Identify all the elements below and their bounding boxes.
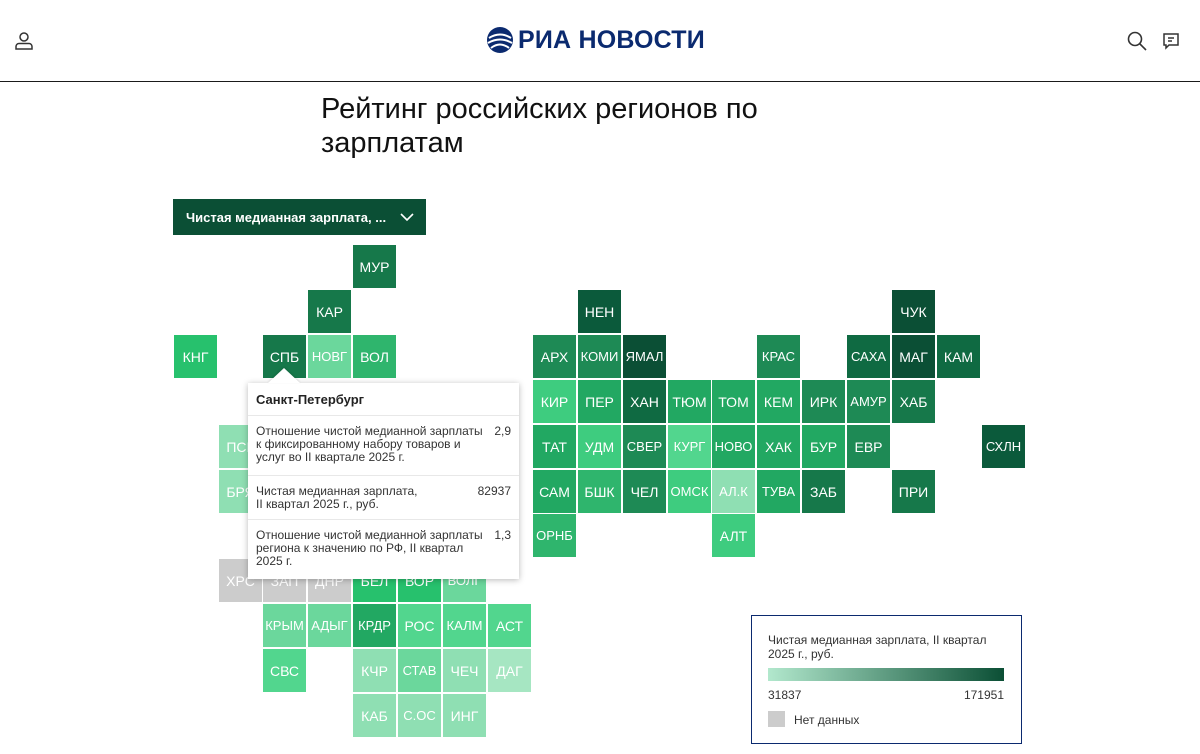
no-data-swatch — [768, 711, 785, 727]
region-tile[interactable]: КОМИ — [578, 335, 621, 378]
dropdown-label: Чистая медианная зарплата, ... — [186, 209, 387, 225]
region-tile[interactable]: БУР — [802, 425, 845, 468]
tooltip-row: Отношение чистой медианной зарплаты реги… — [248, 520, 519, 576]
region-tile[interactable]: АЛТ — [712, 514, 755, 557]
region-tile[interactable]: ЕВР — [847, 425, 890, 468]
tooltip-arrow — [268, 368, 300, 383]
search-icon[interactable] — [1125, 29, 1149, 53]
tooltip-row-value: 1,3 — [494, 528, 511, 542]
region-tile[interactable]: ТОМ — [712, 380, 755, 423]
region-tile[interactable]: ТАТ — [533, 425, 576, 468]
region-tile[interactable]: КУРГ — [668, 425, 711, 468]
legend-gradient-bar — [768, 668, 1004, 681]
region-tile[interactable]: КАР — [308, 290, 351, 333]
user-icon[interactable] — [12, 29, 36, 53]
legend-min: 31837 — [768, 688, 802, 702]
region-tile[interactable]: СВС — [263, 649, 306, 692]
region-tile[interactable]: СХЛН — [982, 425, 1025, 468]
tooltip-region-name: Санкт-Петербург — [248, 383, 519, 416]
region-tile[interactable]: КЕМ — [757, 380, 800, 423]
legend-title: Чистая медианная зарплата, II квартал 20… — [768, 633, 987, 661]
region-tile[interactable]: НОВГ — [308, 335, 351, 378]
page-title: Рейтинг российских регионов по зарплатам — [321, 93, 758, 159]
region-tile[interactable]: НЕН — [578, 290, 621, 333]
region-tile[interactable]: БШК — [578, 470, 621, 513]
tooltip-row-label: Отношение чистой медианной зарплаты к фи… — [256, 424, 483, 464]
region-tile[interactable]: ХАК — [757, 425, 800, 468]
tooltip-row-value: 2,9 — [494, 424, 511, 438]
region-tile[interactable]: ХРС — [219, 559, 262, 602]
region-tile[interactable]: АДЫГ — [308, 604, 351, 647]
tooltip-row-value: 82937 — [477, 484, 511, 498]
region-tile[interactable]: ИНГ — [443, 694, 486, 737]
region-tile[interactable]: КНГ — [174, 335, 217, 378]
region-tile[interactable]: САХА — [847, 335, 890, 378]
logo-text: РИА НОВОСТИ — [518, 25, 705, 54]
region-tile[interactable]: ТЮМ — [668, 380, 711, 423]
legend-max: 171951 — [963, 688, 1004, 702]
region-tile[interactable]: КРЫМ — [263, 604, 306, 647]
region-tile[interactable]: ОМСК — [668, 470, 711, 513]
chevron-down-icon — [400, 213, 414, 222]
region-tile[interactable]: АРХ — [533, 335, 576, 378]
region-tile[interactable]: ДАГ — [488, 649, 531, 692]
indicator-dropdown[interactable]: Чистая медианная зарплата, ... — [173, 199, 426, 235]
comment-icon[interactable] — [1159, 29, 1183, 53]
region-tile[interactable]: КЧР — [353, 649, 396, 692]
region-tile[interactable]: АСТ — [488, 604, 531, 647]
region-tile[interactable]: КАМ — [937, 335, 980, 378]
region-tooltip: Санкт-Петербург Отношение чистой медианн… — [248, 383, 519, 579]
top-bar: РИА НОВОСТИ — [0, 0, 1200, 82]
region-tile[interactable]: ХАБ — [892, 380, 935, 423]
region-tile[interactable]: ЗАБ — [802, 470, 845, 513]
region-tile[interactable]: АЛ.К — [712, 470, 755, 513]
region-tile[interactable]: КАБ — [353, 694, 396, 737]
region-tile[interactable]: РОС — [398, 604, 441, 647]
region-tile[interactable]: ТУВА — [757, 470, 800, 513]
region-tile[interactable]: КРДР — [353, 604, 396, 647]
region-tile[interactable]: НОВО — [712, 425, 755, 468]
region-tile[interactable]: ПЕР — [578, 380, 621, 423]
tooltip-row: Чистая медианная зарплата, II квартал 20… — [248, 476, 519, 520]
tooltip-row-label: Отношение чистой медианной зарплаты реги… — [256, 528, 483, 568]
no-data-label: Нет данных — [794, 713, 860, 727]
region-tile[interactable]: ОРНБ — [533, 514, 576, 557]
region-tile[interactable]: АМУР — [847, 380, 890, 423]
ria-globe-icon — [487, 27, 513, 53]
region-tile[interactable]: КРАС — [757, 335, 800, 378]
region-tile[interactable]: КИР — [533, 380, 576, 423]
region-tile[interactable]: ЯМАЛ — [623, 335, 666, 378]
region-tile[interactable]: ПРИ — [892, 470, 935, 513]
region-tile[interactable]: ВОЛ — [353, 335, 396, 378]
region-tile[interactable]: СВЕР — [623, 425, 666, 468]
region-tile[interactable]: СТАВ — [398, 649, 441, 692]
region-tile[interactable]: УДМ — [578, 425, 621, 468]
region-tile[interactable]: С.ОС — [398, 694, 441, 737]
region-tile[interactable]: САМ — [533, 470, 576, 513]
region-tile[interactable]: МАГ — [892, 335, 935, 378]
region-tile[interactable]: КАЛМ — [443, 604, 486, 647]
region-tile[interactable]: ИРК — [802, 380, 845, 423]
region-tile[interactable]: ХАН — [623, 380, 666, 423]
region-tile[interactable]: ЧЕЧ — [443, 649, 486, 692]
region-tile[interactable]: МУР — [353, 245, 396, 288]
region-tile[interactable]: ЧУК — [892, 290, 935, 333]
tooltip-row-label: Чистая медианная зарплата, II квартал 20… — [256, 484, 418, 511]
ria-logo[interactable]: РИА НОВОСТИ — [486, 24, 705, 56]
legend: Чистая медианная зарплата, II квартал 20… — [751, 615, 1022, 744]
tooltip-row: Отношение чистой медианной зарплаты к фи… — [248, 416, 519, 476]
region-tile[interactable]: ЧЕЛ — [623, 470, 666, 513]
